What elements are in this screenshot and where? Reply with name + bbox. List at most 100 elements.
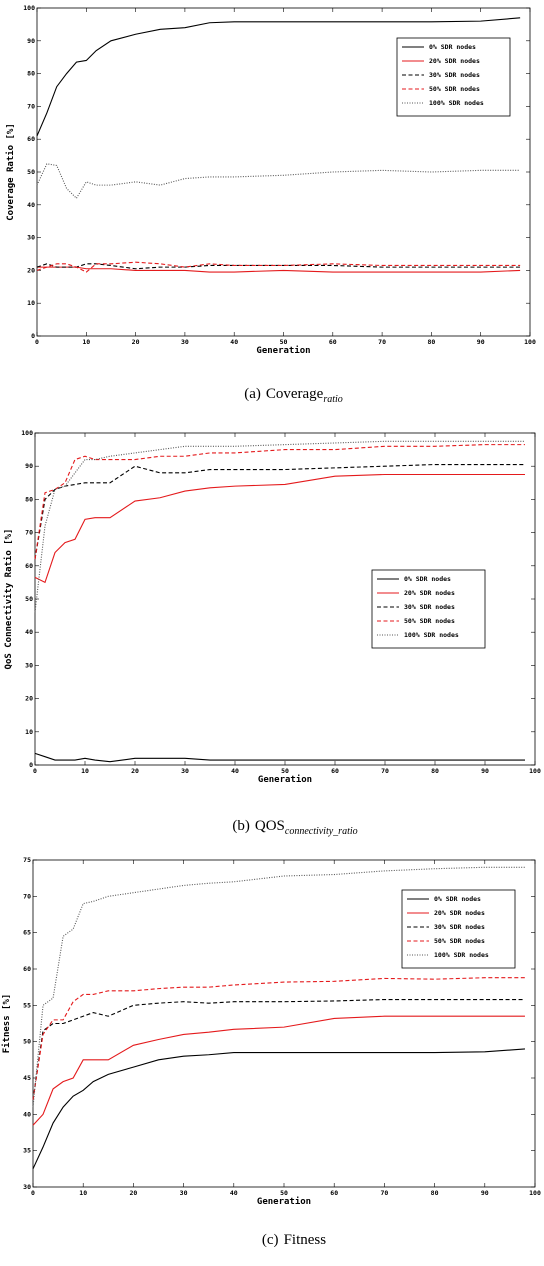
y-tick-label: 40 bbox=[27, 201, 35, 209]
x-tick-label: 40 bbox=[230, 1189, 238, 1197]
legend-label: 30% SDR nodes bbox=[434, 923, 485, 931]
series-line bbox=[32, 866, 525, 1108]
x-tick-label: 90 bbox=[477, 338, 485, 346]
series-line bbox=[37, 266, 521, 273]
x-axis-label: Generation bbox=[256, 345, 310, 356]
series-line bbox=[36, 163, 521, 200]
series-line bbox=[32, 977, 525, 1100]
legend-box bbox=[371, 569, 486, 649]
y-tick-label: 80 bbox=[27, 70, 35, 78]
x-axis-label: Generation bbox=[258, 774, 312, 785]
caption-label: (c) bbox=[262, 1232, 279, 1248]
caption-label: (a) bbox=[244, 386, 261, 402]
x-tick-label: 20 bbox=[131, 767, 139, 775]
y-tick-label: 50 bbox=[25, 595, 33, 603]
x-tick-label: 30 bbox=[180, 1189, 188, 1197]
y-tick-label: 20 bbox=[27, 266, 35, 274]
y-tick-label: 40 bbox=[23, 1110, 31, 1118]
legend-label: 20% SDR nodes bbox=[434, 909, 485, 917]
x-tick-label: 20 bbox=[129, 1189, 137, 1197]
series-line bbox=[34, 444, 525, 560]
x-tick-label: 80 bbox=[431, 767, 439, 775]
y-tick-label: 30 bbox=[23, 1183, 31, 1191]
legend-box bbox=[401, 889, 516, 969]
caption-text: Coverage bbox=[266, 386, 324, 402]
x-tick-label: 90 bbox=[481, 1189, 489, 1197]
y-tick-label: 60 bbox=[27, 135, 35, 143]
y-tick-label: 70 bbox=[25, 529, 33, 537]
legend-label: 30% SDR nodes bbox=[404, 603, 455, 611]
series-line bbox=[32, 1015, 525, 1126]
plot: 0 10 20 30 40 50 60 70 80 90 100 0 10 20 30 40 50 60 70 80 9… bbox=[5, 4, 536, 405]
y-tick-label: 70 bbox=[23, 892, 31, 900]
x-tick-label: 70 bbox=[378, 338, 386, 346]
caption-subscript: connectivity_ratio bbox=[285, 826, 358, 837]
y-tick-label: 100 bbox=[23, 4, 35, 12]
x-tick-label: 10 bbox=[82, 338, 90, 346]
legend-label: 20% SDR nodes bbox=[429, 57, 480, 65]
x-tick-label: 40 bbox=[231, 767, 239, 775]
legend: 0% SDR nodes 20% SDR nodes 30% SDR nodes 50… bbox=[401, 889, 516, 969]
x-tick-label: 60 bbox=[329, 338, 337, 346]
series-line bbox=[34, 440, 525, 613]
legend-label: 20% SDR nodes bbox=[404, 589, 455, 597]
y-tick-label: 60 bbox=[25, 562, 33, 570]
legend-label: 100% SDR nodes bbox=[434, 951, 489, 959]
y-tick-label: 45 bbox=[23, 1074, 31, 1082]
y-tick-label: 30 bbox=[27, 234, 35, 242]
series-line bbox=[32, 1048, 525, 1170]
legend-box bbox=[396, 37, 511, 117]
legend-label: 50% SDR nodes bbox=[429, 85, 480, 93]
x-tick-label: 50 bbox=[280, 1189, 288, 1197]
x-tick-label: 10 bbox=[79, 1189, 87, 1197]
y-tick-label: 20 bbox=[25, 695, 33, 703]
x-tick-label: 0 bbox=[31, 1189, 35, 1197]
caption-text: Fitness bbox=[284, 1232, 327, 1248]
x-tick-label: 20 bbox=[132, 338, 140, 346]
x-tick-label: 0 bbox=[35, 338, 39, 346]
y-tick-label: 40 bbox=[25, 628, 33, 636]
y-tick-label: 80 bbox=[25, 495, 33, 503]
caption: (a) Coverageratio bbox=[244, 386, 343, 405]
caption: (c) Fitness bbox=[262, 1232, 326, 1248]
series-line bbox=[34, 463, 525, 560]
y-tick-label: 55 bbox=[23, 1001, 31, 1009]
y-tick-label: 0 bbox=[29, 761, 33, 769]
legend-label: 100% SDR nodes bbox=[429, 99, 484, 107]
caption-text: QOS bbox=[255, 818, 285, 834]
y-tick-label: 50 bbox=[27, 168, 35, 176]
plot: 30 35 40 45 50 55 60 65 70 75 0 10 20 30 40 50 60 70 80 90 1… bbox=[1, 856, 541, 1248]
x-tick-label: 50 bbox=[281, 767, 289, 775]
series-line bbox=[36, 17, 521, 137]
y-tick-label: 75 bbox=[23, 856, 31, 864]
legend-label: 30% SDR nodes bbox=[429, 71, 480, 79]
x-tick-label: 40 bbox=[230, 338, 238, 346]
legend-label: 100% SDR nodes bbox=[404, 631, 459, 639]
x-tick-label: 0 bbox=[33, 767, 37, 775]
x-tick-label: 80 bbox=[431, 1189, 439, 1197]
x-tick-label: 60 bbox=[330, 1189, 338, 1197]
x-tick-label: 30 bbox=[181, 338, 189, 346]
y-tick-label: 50 bbox=[23, 1038, 31, 1046]
plot: 0 10 20 30 40 50 60 70 80 90 100 0 10 20 30 40 50 60 70 80 9… bbox=[3, 429, 541, 837]
x-tick-label: 70 bbox=[381, 767, 389, 775]
y-tick-label: 65 bbox=[23, 929, 31, 937]
legend-label: 0% SDR nodes bbox=[429, 43, 476, 51]
x-tick-label: 100 bbox=[529, 1189, 541, 1197]
x-tick-label: 80 bbox=[427, 338, 435, 346]
y-tick-label: 70 bbox=[27, 102, 35, 110]
series-line bbox=[32, 998, 525, 1100]
x-tick-label: 10 bbox=[81, 767, 89, 775]
x-tick-label: 30 bbox=[181, 767, 189, 775]
y-tick-label: 30 bbox=[25, 661, 33, 669]
series-line bbox=[34, 752, 525, 763]
y-tick-label: 0 bbox=[31, 332, 35, 340]
y-tick-label: 90 bbox=[27, 37, 35, 45]
x-tick-label: 60 bbox=[331, 767, 339, 775]
x-tick-label: 70 bbox=[380, 1189, 388, 1197]
y-tick-label: 10 bbox=[27, 299, 35, 307]
x-tick-label: 50 bbox=[280, 338, 288, 346]
legend: 0% SDR nodes 20% SDR nodes 30% SDR nodes 50… bbox=[371, 569, 486, 649]
caption-label: (b) bbox=[232, 818, 250, 834]
